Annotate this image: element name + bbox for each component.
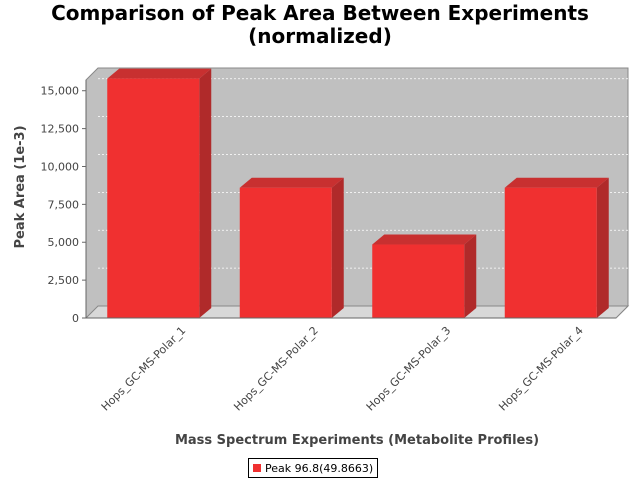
bar bbox=[372, 234, 477, 318]
y-tick-label: 7,500 bbox=[48, 198, 80, 211]
legend: Peak 96.8(49.8663) bbox=[248, 458, 379, 478]
bar-top bbox=[239, 177, 344, 188]
x-tick-label: Hops_GC-MS-Polar_3 bbox=[364, 324, 454, 414]
bar-front bbox=[107, 78, 200, 318]
y-tick-label: 15,000 bbox=[41, 85, 80, 98]
bar-side bbox=[596, 177, 609, 318]
bar-side bbox=[199, 68, 212, 318]
y-tick-label: 10,000 bbox=[41, 160, 80, 173]
bar-side bbox=[464, 234, 477, 318]
x-axis: Hops_GC-MS-Polar_1 Hops_GC-MS-Polar_2 Hops… bbox=[86, 317, 616, 414]
bar bbox=[107, 68, 212, 318]
legend-swatch bbox=[253, 464, 261, 472]
bar-top bbox=[504, 177, 609, 188]
chart-title: Comparison of Peak Area Between Experime… bbox=[0, 2, 640, 48]
y-tick-label: 5,000 bbox=[48, 236, 80, 249]
y-axis: 0 2,500 5,000 7,500 10,000 12,500 15,000 bbox=[41, 80, 87, 325]
bar-top bbox=[372, 234, 477, 245]
y-tick-label: 0 bbox=[72, 312, 79, 325]
y-tick-label: 2,500 bbox=[48, 274, 80, 287]
bar-top bbox=[107, 68, 212, 79]
bar-front bbox=[372, 244, 465, 318]
bar-front bbox=[504, 187, 597, 318]
y-tick-label: 12,500 bbox=[41, 123, 80, 136]
legend-label: Peak 96.8(49.8663) bbox=[265, 461, 374, 475]
bar-side bbox=[331, 177, 344, 318]
bar-front bbox=[239, 187, 332, 318]
x-tick-label: Hops_GC-MS-Polar_4 bbox=[496, 324, 586, 414]
x-axis-title: Mass Spectrum Experiments (Metabolite Pr… bbox=[175, 433, 539, 448]
y-axis-title: Peak Area (1e-3) bbox=[13, 125, 28, 248]
x-tick-label: Hops_GC-MS-Polar_2 bbox=[231, 324, 321, 414]
chart-title-line-2: (normalized) bbox=[248, 24, 392, 48]
bars bbox=[107, 68, 609, 318]
chart-title-line-1: Comparison of Peak Area Between Experime… bbox=[51, 1, 589, 25]
bar bbox=[504, 177, 609, 318]
x-tick-label: Hops_GC-MS-Polar_1 bbox=[99, 324, 189, 414]
bar bbox=[239, 177, 344, 318]
